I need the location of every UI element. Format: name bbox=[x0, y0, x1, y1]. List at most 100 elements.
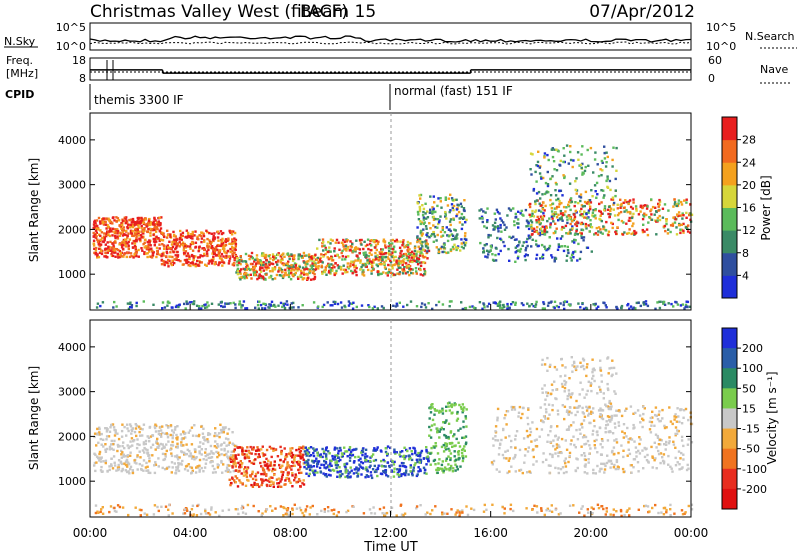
scatter-cell bbox=[175, 433, 178, 437]
scatter-cell bbox=[453, 243, 456, 246]
scatter-cell bbox=[317, 260, 321, 264]
scatter-cell bbox=[437, 248, 440, 251]
scatter-cell bbox=[113, 249, 116, 252]
scatter-cell bbox=[148, 223, 151, 227]
scatter-cell bbox=[572, 159, 575, 162]
scatter-cell bbox=[126, 461, 130, 464]
scatter-cell bbox=[502, 221, 505, 224]
scatter-cell bbox=[133, 254, 136, 258]
scatter-cell bbox=[205, 229, 208, 232]
scatter-cell bbox=[439, 247, 443, 250]
scatter-cell bbox=[425, 251, 429, 254]
scatter-cell bbox=[106, 470, 109, 473]
scatter-cell bbox=[301, 304, 304, 307]
scatter-cell bbox=[299, 274, 302, 277]
scatter-cell bbox=[464, 306, 468, 310]
scatter-cell bbox=[201, 432, 205, 435]
scatter-cell bbox=[551, 408, 554, 412]
scatter-cell bbox=[592, 171, 595, 174]
scatter-cell bbox=[129, 218, 133, 221]
scatter-cell bbox=[456, 468, 459, 471]
scatter-cell bbox=[180, 438, 184, 441]
scatter-cell bbox=[635, 301, 638, 305]
scatter-cell bbox=[441, 409, 444, 412]
scatter-cell bbox=[291, 474, 294, 477]
scatter-cell bbox=[230, 453, 233, 457]
scatter-cell bbox=[252, 462, 255, 465]
scatter-cell bbox=[231, 249, 234, 253]
scatter-cell bbox=[454, 403, 457, 406]
scatter-cell bbox=[523, 454, 527, 457]
scatter-cell bbox=[611, 165, 614, 168]
scatter-cell bbox=[543, 192, 547, 196]
scatter-cell bbox=[356, 467, 359, 470]
scatter-cell bbox=[137, 217, 140, 221]
scatter-cell bbox=[229, 231, 232, 234]
scatter-cell bbox=[216, 466, 220, 469]
scatter-cell bbox=[615, 169, 618, 172]
scatter-cell bbox=[327, 473, 331, 477]
scatter-cell bbox=[658, 198, 661, 202]
scatter-cell bbox=[437, 222, 440, 226]
scatter-cell bbox=[375, 257, 378, 260]
scatter-cell bbox=[459, 427, 462, 430]
scatter-cell bbox=[534, 209, 538, 212]
scatter-cell bbox=[583, 169, 587, 173]
scatter-cell bbox=[615, 460, 619, 464]
scatter-cell bbox=[404, 471, 408, 474]
scatter-cell bbox=[551, 148, 554, 151]
scatter-cell bbox=[674, 416, 678, 419]
scatter-cell bbox=[464, 241, 468, 244]
scatter-cell bbox=[394, 452, 397, 455]
scatter-cell bbox=[133, 459, 136, 462]
scatter-cell bbox=[258, 485, 261, 488]
scatter-cell bbox=[131, 427, 134, 430]
scatter-cell bbox=[543, 156, 546, 159]
scatter-cell bbox=[277, 270, 280, 273]
scatter-cell bbox=[339, 301, 343, 304]
scatter-cell bbox=[281, 269, 284, 272]
scatter-cell bbox=[359, 259, 362, 262]
scatter-cell bbox=[541, 216, 544, 219]
scatter-cell bbox=[408, 273, 411, 277]
scatter-cell bbox=[145, 252, 148, 255]
scatter-cell bbox=[205, 250, 209, 253]
scatter-cell bbox=[496, 236, 499, 240]
scatter-cell bbox=[501, 306, 504, 310]
scatter-cell bbox=[316, 454, 319, 457]
scatter-cell bbox=[439, 428, 442, 431]
scatter-cell bbox=[121, 231, 125, 234]
scatter-cell bbox=[222, 305, 225, 309]
scatter-cell bbox=[432, 195, 435, 198]
scatter-cell bbox=[387, 257, 390, 261]
scatter-cell bbox=[557, 451, 560, 454]
scatter-cell bbox=[398, 271, 402, 274]
scatter-cell bbox=[491, 253, 494, 256]
scatter-cell bbox=[399, 252, 402, 255]
scatter-cell bbox=[503, 223, 506, 227]
scatter-cell bbox=[483, 244, 487, 247]
scatter-cell bbox=[322, 463, 326, 467]
scatter-cell bbox=[245, 475, 249, 478]
scatter-cell bbox=[161, 425, 164, 428]
scatter-cell bbox=[341, 472, 344, 476]
scatter-cell bbox=[341, 455, 344, 458]
scatter-cell bbox=[537, 232, 540, 235]
scatter-cell bbox=[163, 235, 166, 239]
scatter-cell bbox=[345, 249, 348, 252]
scatter-cell bbox=[377, 273, 380, 276]
scatter-cell bbox=[611, 222, 614, 226]
scatter-cell bbox=[292, 301, 295, 305]
scatter-cell bbox=[220, 300, 223, 304]
scatter-cell bbox=[135, 223, 138, 226]
scatter-cell bbox=[438, 430, 441, 433]
scatter-cell bbox=[206, 301, 209, 304]
scatter-cell bbox=[162, 458, 165, 462]
freq-tick-bottom: 8 bbox=[79, 72, 86, 85]
scatter-cell bbox=[598, 415, 602, 418]
scatter-cell bbox=[499, 226, 502, 229]
scatter-cell bbox=[562, 249, 566, 253]
scatter-cell bbox=[574, 209, 578, 213]
scatter-cell bbox=[306, 463, 310, 466]
scatter-cell bbox=[392, 259, 396, 262]
